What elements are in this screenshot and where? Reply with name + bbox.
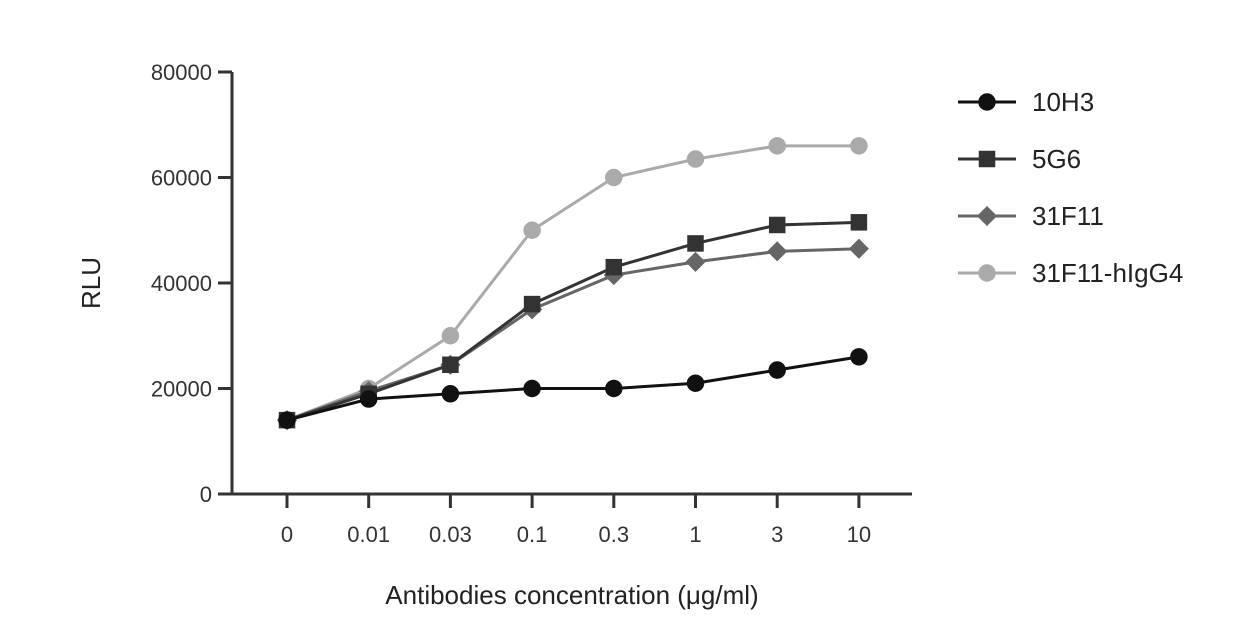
- series-line: [286, 247, 859, 422]
- legend-item: 31F11-hIgG4: [958, 258, 1183, 288]
- y-tick-label: 60000: [151, 166, 212, 191]
- legend-label: 5G6: [1032, 144, 1081, 174]
- legend-label: 31F11-hIgG4: [1032, 258, 1183, 288]
- data-point: [441, 327, 460, 345]
- legend-marker: [978, 264, 996, 282]
- x-tick-label: 0.1: [517, 522, 548, 547]
- y-tick-label: 20000: [151, 377, 212, 402]
- x-tick-label: 0.01: [347, 522, 390, 547]
- legend-label: 31F11: [1032, 201, 1104, 231]
- data-point: [605, 168, 623, 187]
- series-layer: [276, 137, 869, 431]
- data-point: [441, 385, 460, 403]
- data-point: [523, 379, 541, 398]
- data-point: [848, 238, 869, 259]
- data-point: [850, 214, 868, 231]
- data-point: [442, 356, 459, 374]
- legend: 10H3 5G6 31F11 31F11-hIgG4: [958, 87, 1183, 288]
- axes: [230, 72, 912, 496]
- data-point: [850, 348, 868, 366]
- x-tick-label: 10: [847, 522, 871, 547]
- x-tick-label: 3: [771, 522, 783, 547]
- data-point: [359, 390, 378, 408]
- legend-marker: [978, 150, 996, 168]
- x-axis-title: Antibodies concentration (μg/ml): [385, 580, 758, 610]
- legend-item: 31F11: [958, 201, 1104, 231]
- y-ticks: 0 20000 40000 60000 80000: [151, 60, 232, 507]
- x-tick-label: 0.3: [599, 522, 630, 547]
- series-line: [286, 144, 859, 422]
- y-tick-label: 80000: [151, 60, 212, 85]
- data-point: [768, 137, 786, 155]
- legend-item: 5G6: [958, 144, 1081, 174]
- data-point: [523, 221, 541, 239]
- series-10h3: [278, 348, 868, 429]
- data-point: [686, 374, 705, 392]
- series-line: [286, 355, 860, 422]
- x-tick-label: 0: [281, 522, 293, 547]
- legend-label: 10H3: [1032, 87, 1094, 117]
- y-axis-title: RLU: [76, 257, 106, 309]
- series-line: [286, 220, 859, 422]
- data-point: [850, 137, 868, 155]
- data-point: [278, 411, 296, 429]
- y-tick-label: 0: [200, 482, 212, 507]
- data-point: [686, 150, 705, 168]
- data-point: [605, 379, 623, 398]
- x-tick-label: 0.03: [429, 522, 472, 547]
- data-point: [687, 235, 704, 252]
- legend-marker: [976, 205, 998, 227]
- data-point: [768, 216, 786, 234]
- x-tick-label: 1: [689, 522, 701, 547]
- data-point: [768, 361, 786, 379]
- data-point: [523, 295, 541, 313]
- legend-item: 10H3: [958, 87, 1094, 117]
- data-point: [605, 258, 623, 276]
- y-tick-label: 40000: [151, 271, 212, 296]
- data-point: [685, 251, 706, 272]
- data-point: [767, 241, 788, 262]
- legend-marker: [978, 93, 996, 111]
- x-ticks: 0 0.01 0.03 0.1 0.3 1 3 10: [281, 494, 871, 547]
